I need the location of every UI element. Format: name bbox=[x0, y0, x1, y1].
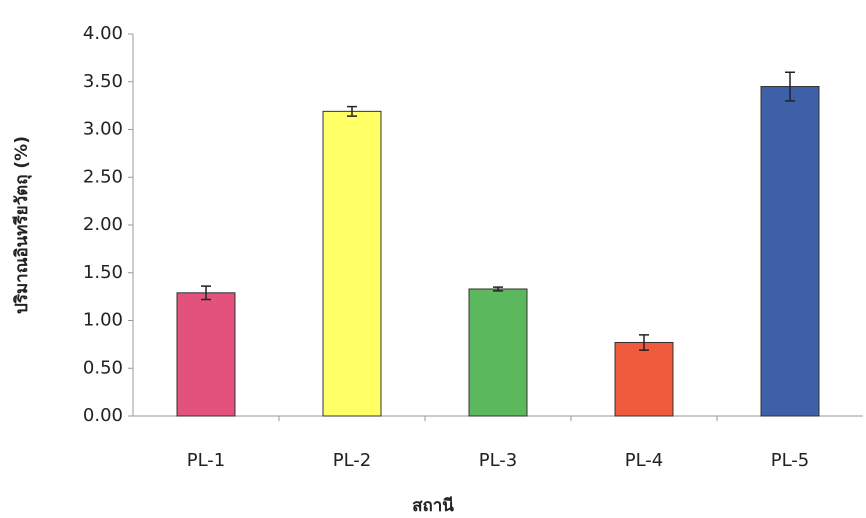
y-tick-label: 2.50 bbox=[83, 166, 123, 187]
x-tick-label: PL-4 bbox=[625, 450, 664, 471]
x-tick-label: PL-3 bbox=[479, 450, 518, 471]
bar bbox=[614, 341, 674, 417]
error-bar bbox=[201, 285, 211, 301]
x-tick-label: PL-2 bbox=[333, 450, 372, 471]
y-tick-label: 3.00 bbox=[83, 119, 123, 140]
y-tick-label: 1.50 bbox=[83, 262, 123, 283]
x-tick-label: PL-1 bbox=[187, 450, 226, 471]
y-tick-label: 0.50 bbox=[83, 357, 123, 378]
y-tick-label: 2.00 bbox=[83, 214, 123, 235]
y-tick-label: 3.50 bbox=[83, 71, 123, 92]
error-bar bbox=[785, 71, 795, 102]
bar bbox=[468, 288, 528, 417]
y-tick-label: 1.00 bbox=[83, 310, 123, 331]
y-tick-label: 4.00 bbox=[83, 23, 123, 44]
x-tick-label: PL-5 bbox=[771, 450, 810, 471]
x-axis-title: สถานี bbox=[412, 495, 454, 516]
error-bar bbox=[493, 286, 503, 292]
bar bbox=[322, 110, 382, 417]
bar bbox=[760, 86, 820, 417]
y-axis-title: ปริมาณอินทรียวัตถุ (%) bbox=[11, 136, 32, 314]
error-bar bbox=[639, 334, 649, 351]
bar bbox=[176, 292, 236, 417]
y-tick-label: 0.00 bbox=[83, 405, 123, 426]
error-bar bbox=[347, 105, 357, 117]
